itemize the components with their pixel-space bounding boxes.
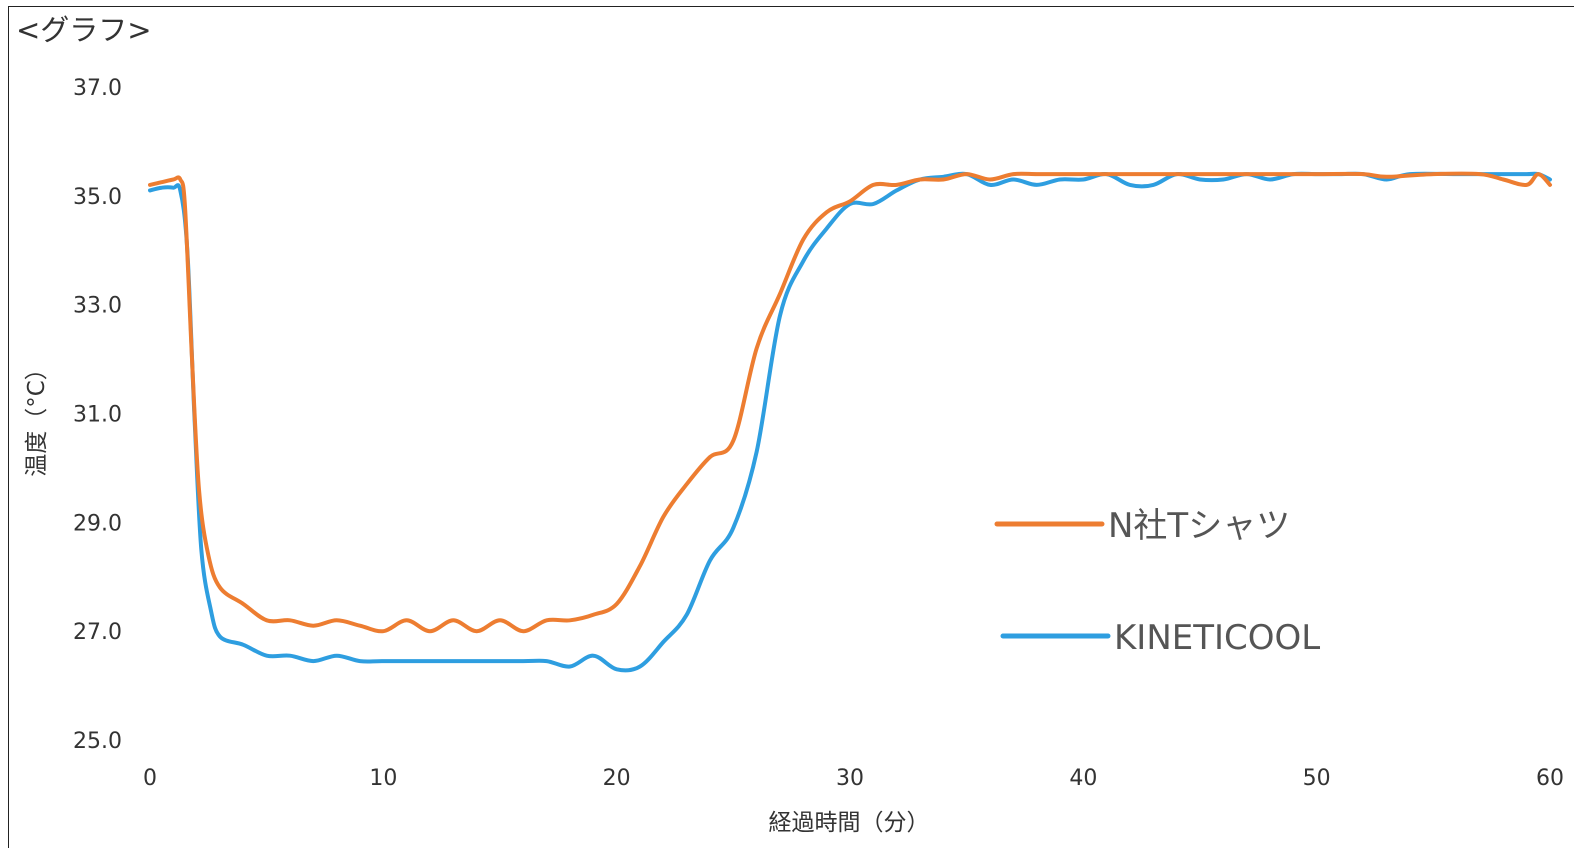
x-axis-label: 経過時間（分） — [769, 810, 930, 836]
series-lines — [148, 171, 1552, 673]
x-axis-ticks: 0 10 20 30 40 50 60 — [143, 766, 1564, 791]
y-tick-label: 29.0 — [73, 511, 122, 536]
y-axis-label: 温度（°C） — [24, 357, 50, 477]
legend-entry-kineticool: KINETICOOL — [1000, 618, 1320, 658]
series-line-n-tshirt — [148, 171, 1552, 634]
series-line-kineticool — [148, 171, 1552, 673]
x-tick-label: 20 — [603, 766, 631, 791]
x-tick-label: 50 — [1303, 766, 1331, 791]
chart-frame — [8, 6, 1574, 848]
y-tick-label: 25.0 — [73, 729, 122, 754]
x-tick-label: 30 — [836, 766, 864, 791]
legend: N社Tシャツ KINETICOOL — [994, 506, 1320, 658]
legend-label-kineticool: KINETICOOL — [1114, 618, 1320, 658]
chart-heading: <グラフ> — [16, 13, 152, 47]
y-tick-label: 31.0 — [73, 403, 122, 428]
x-tick-label: 40 — [1069, 766, 1097, 791]
y-tick-label: 27.0 — [73, 620, 122, 645]
x-tick-label: 0 — [143, 766, 157, 791]
y-axis-ticks: 37.0 35.0 33.0 31.0 29.0 27.0 25.0 — [73, 76, 122, 754]
x-tick-label: 60 — [1536, 766, 1564, 791]
x-tick-label: 10 — [369, 766, 397, 791]
legend-label-n-tshirt: N社Tシャツ — [1108, 506, 1290, 546]
y-tick-label: 35.0 — [73, 185, 122, 210]
legend-entry-n-tshirt: N社Tシャツ — [994, 506, 1290, 546]
y-tick-label: 33.0 — [73, 294, 122, 319]
y-tick-label: 37.0 — [73, 76, 122, 101]
